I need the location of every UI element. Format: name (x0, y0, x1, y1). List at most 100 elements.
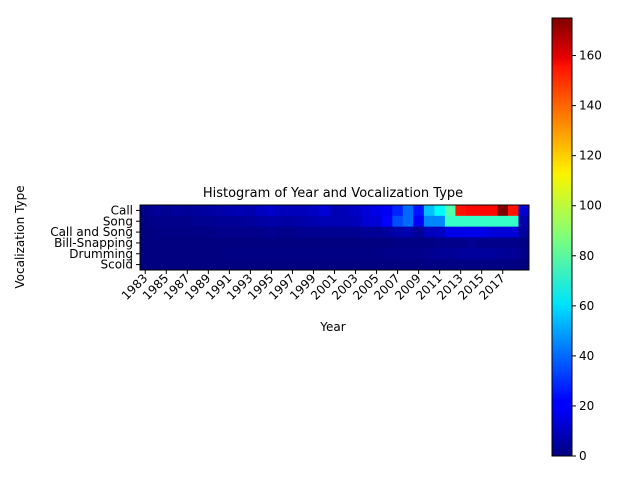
heatmap-cell (171, 205, 183, 217)
heatmap-cell (350, 205, 362, 217)
heatmap-cell (287, 215, 299, 228)
heatmap-cell (444, 226, 456, 238)
heatmap-cell (329, 226, 341, 238)
heatmap-cell (381, 205, 393, 217)
y-tick-label: Scold (100, 258, 133, 272)
heatmap-cell (203, 215, 214, 228)
heatmap-cell (339, 205, 351, 217)
heatmap-cell (161, 215, 172, 228)
heatmap-cell (297, 248, 309, 260)
heatmap-cell (140, 248, 151, 260)
heatmap-cell (287, 205, 299, 217)
heatmap-cell (465, 259, 477, 271)
heatmap-cell (518, 205, 530, 217)
heatmap-cell (434, 205, 446, 217)
heatmap-cell (213, 259, 225, 271)
heatmap-cell (192, 248, 204, 260)
heatmap-cell (455, 248, 467, 260)
heatmap-cell (360, 215, 372, 228)
heatmap-cell (434, 215, 446, 228)
heatmap-cell (318, 205, 330, 217)
heatmap-cell (476, 248, 488, 260)
heatmap-cell (150, 226, 162, 238)
heatmap-cell (255, 215, 267, 228)
heatmap-cell (434, 248, 446, 260)
heatmap-cell (371, 237, 383, 249)
heatmap-cell (413, 259, 425, 271)
colorbar-tick-label: 0 (579, 449, 587, 463)
heatmap-cell (339, 215, 351, 228)
heatmap-cell (455, 226, 467, 238)
heatmap-cell (308, 215, 320, 228)
heatmap-cell (297, 259, 309, 271)
colorbar (551, 17, 573, 457)
heatmap-cell (507, 248, 519, 260)
heatmap-cell (266, 215, 278, 228)
heatmap-cell (161, 259, 172, 271)
heatmap-cell (423, 248, 435, 260)
y-tick-label: Call (111, 203, 133, 217)
heatmap-cell (234, 215, 246, 228)
x-axis-label: Year (319, 320, 345, 334)
heatmap-cell (423, 226, 435, 238)
heatmap-cell (297, 215, 309, 228)
heatmap-cell (255, 205, 267, 217)
heatmap-cell (245, 248, 257, 260)
heatmap-cell (486, 248, 498, 260)
heatmap-cell (213, 226, 225, 238)
y-tick-label: Drumming (69, 247, 133, 261)
heatmap-cell (434, 226, 446, 238)
heatmap-cell (381, 259, 393, 271)
heatmap-cell (465, 248, 477, 260)
heatmap-cell (465, 215, 477, 228)
heatmap-cell (266, 248, 278, 260)
heatmap-cell (308, 259, 320, 271)
heatmap-cell (507, 205, 519, 217)
heatmap-cell (497, 205, 509, 217)
heatmap-cell (234, 248, 246, 260)
x-axis-ticks: 1983198519871989199119931995199719992001… (119, 270, 508, 303)
heatmap-cell (507, 226, 519, 238)
heatmap-cell (171, 248, 183, 260)
heatmap-cell (518, 237, 530, 249)
heatmap-cell (213, 248, 225, 260)
heatmap-cell (329, 248, 341, 260)
heatmap-cell (266, 237, 278, 249)
heatmap-cell (161, 248, 172, 260)
heatmap-cell (318, 215, 330, 228)
heatmap-cell (140, 215, 151, 228)
heatmap-cell (518, 259, 530, 271)
heatmap-cell (413, 237, 425, 249)
heatmap-cell (308, 205, 320, 217)
heatmap-cell (224, 237, 236, 249)
heatmap-cell (192, 205, 204, 217)
heatmap-cell (140, 259, 151, 271)
colorbar-tick-label: 140 (579, 99, 602, 113)
heatmap-cell (350, 259, 362, 271)
heatmap-cell (276, 226, 288, 238)
heatmap-cell (297, 226, 309, 238)
heatmap-cell (350, 248, 362, 260)
heatmap-cell (455, 205, 467, 217)
heatmap-cell (455, 215, 467, 228)
heatmap-cell (381, 248, 393, 260)
heatmap-cell (276, 215, 288, 228)
heatmap-cell (371, 215, 383, 228)
heatmap-cell (465, 237, 477, 249)
heatmap-cell (423, 259, 435, 271)
heatmap-cell (402, 259, 414, 271)
heatmap-cell (402, 205, 414, 217)
heatmap-cell (497, 237, 509, 249)
heatmap-cell (455, 237, 467, 249)
heatmap-cell (455, 259, 467, 271)
heatmap-cell (287, 237, 299, 249)
heatmap-cell (266, 205, 278, 217)
heatmap-cell (276, 205, 288, 217)
heatmap-cell (287, 259, 299, 271)
heatmap-cell (329, 237, 341, 249)
heatmap-cell (423, 237, 435, 249)
heatmap-cell (392, 237, 404, 249)
heatmap-cell (192, 215, 204, 228)
heatmap-cell (497, 259, 509, 271)
heatmap-cell (444, 259, 456, 271)
